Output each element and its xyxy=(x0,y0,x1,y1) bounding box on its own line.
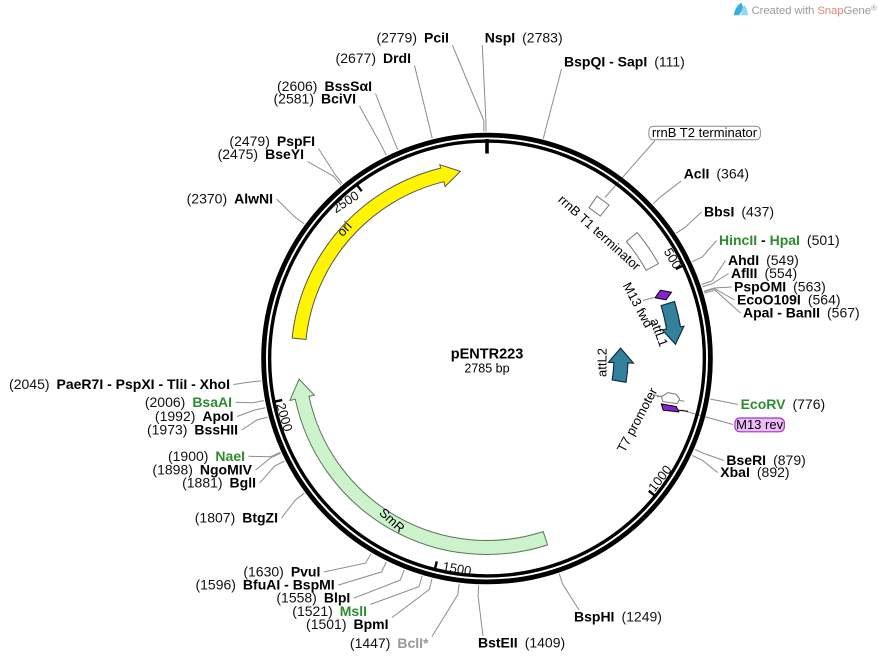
svg-text:(2479) PspFI: (2479) PspFI xyxy=(229,133,315,149)
svg-text:(1898) NgoMIV: (1898) NgoMIV xyxy=(152,462,252,478)
svg-text:BbsI (437): BbsI (437) xyxy=(704,204,774,220)
svg-text:EcoRV (776): EcoRV (776) xyxy=(741,396,826,412)
svg-text:(1973) BssHII: (1973) BssHII xyxy=(147,422,238,438)
svg-text:BspHI (1249): BspHI (1249) xyxy=(574,609,662,625)
svg-text:ApaI - BanII (567): ApaI - BanII (567) xyxy=(743,305,860,321)
svg-text:(1881) BglI: (1881) BglI xyxy=(182,475,256,491)
svg-text:M13 rev: M13 rev xyxy=(736,417,783,432)
svg-text:(1807) BtgZI: (1807) BtgZI xyxy=(195,510,278,526)
svg-text:AflII (554): AflII (554) xyxy=(731,265,797,281)
svg-text:(1501) BpmI: (1501) BpmI xyxy=(306,616,388,632)
svg-text:XbaI (892): XbaI (892) xyxy=(720,464,789,480)
svg-text:BspQI - SapI (111): BspQI - SapI (111) xyxy=(564,54,685,70)
svg-text:1500: 1500 xyxy=(441,559,472,579)
svg-text:(1900) NaeI: (1900) NaeI xyxy=(168,448,245,464)
svg-text:(2677) DrdI: (2677) DrdI xyxy=(336,50,411,66)
svg-text:(1447) BclI*: (1447) BclI* xyxy=(350,635,429,651)
svg-text:NspI (2783): NspI (2783) xyxy=(485,30,563,46)
svg-text:PspOMI (563): PspOMI (563) xyxy=(734,279,826,295)
svg-text:(2581) BciVI: (2581) BciVI xyxy=(274,91,356,107)
svg-text:HincII - HpaI (501): HincII - HpaI (501) xyxy=(719,232,840,248)
svg-text:EcoO109I (564): EcoO109I (564) xyxy=(737,292,841,308)
svg-text:AhdI (549): AhdI (549) xyxy=(728,252,799,268)
svg-text:(2045) PaeR7I - PspXI - TliI -: (2045) PaeR7I - PspXI - TliI - XhoI xyxy=(9,376,230,392)
svg-text:(2606) BssSαI: (2606) BssSαI xyxy=(277,78,372,94)
svg-text:BstEII (1409): BstEII (1409) xyxy=(478,635,565,651)
svg-text:pENTR223: pENTR223 xyxy=(451,347,524,363)
svg-text:(1992) ApoI: (1992) ApoI xyxy=(155,408,234,424)
svg-text:attL2: attL2 xyxy=(595,348,610,377)
svg-text:(1596) BfuAI - BspMI: (1596) BfuAI - BspMI xyxy=(195,577,334,593)
svg-text:(1630) PvuI: (1630) PvuI xyxy=(243,564,320,580)
svg-text:(2370) AlwNI: (2370) AlwNI xyxy=(187,191,273,207)
svg-text:(2006) BsaAI: (2006) BsaAI xyxy=(145,394,232,410)
svg-text:(1521) MslI: (1521) MslI xyxy=(292,603,367,619)
svg-text:AclI (364): AclI (364) xyxy=(684,166,749,182)
svg-text:(2779) PciI: (2779) PciI xyxy=(377,30,449,46)
svg-text:(2475) BseYI: (2475) BseYI xyxy=(218,146,304,162)
svg-text:rrnB T2 terminator: rrnB T2 terminator xyxy=(652,125,758,140)
svg-text:BseRI (879): BseRI (879) xyxy=(726,452,805,468)
svg-text:Created with SnapGene®: Created with SnapGene® xyxy=(752,4,877,18)
svg-text:(1558) BlpI: (1558) BlpI xyxy=(276,590,350,606)
svg-text:2785 bp: 2785 bp xyxy=(464,362,509,376)
